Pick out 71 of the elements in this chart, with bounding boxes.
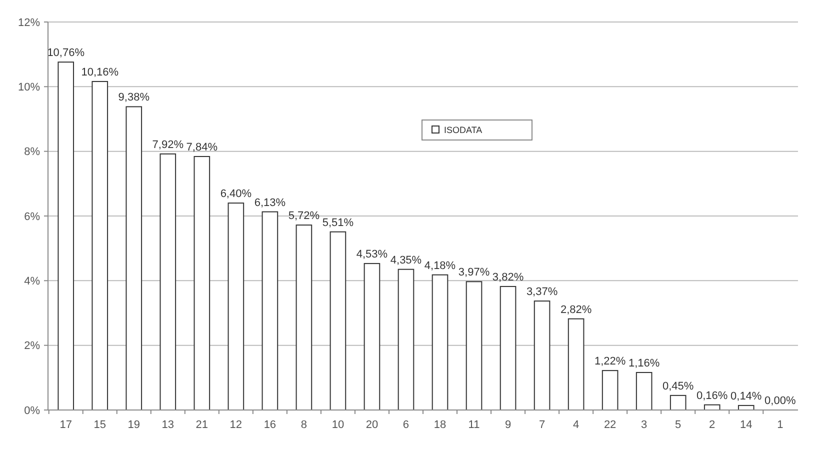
x-tick-label: 9 [504,419,512,431]
bar [670,394,686,410]
data-label: 10,16% [81,66,119,78]
y-tick-label: 8% [24,146,40,158]
x-tick-label: 15 [94,419,106,431]
data-label: 5,72% [288,210,320,222]
data-label: 6,13% [254,196,286,209]
x-tick-label: 8 [300,419,308,431]
x-tick-label: 10 [332,419,344,431]
data-label: 6,40% [220,188,252,200]
x-tick-label: 12 [230,419,242,431]
bar [398,268,414,410]
y-tick-label: 2% [24,340,40,352]
data-label: 0,45% [662,380,694,392]
x-tick-label: 21 [196,419,208,431]
data-label: 0,14% [730,390,762,402]
x-tick-label: 14 [740,419,752,431]
x-tick-label: 18 [434,419,446,431]
x-tick-label: 13 [162,419,174,431]
y-tick-label: 10% [18,82,40,94]
x-tick-label: 1 [777,419,784,431]
bar [602,370,618,410]
x-tick-label: 6 [402,419,410,431]
x-tick-label: 16 [264,419,276,431]
x-tick-label: 2 [709,419,716,431]
data-label: 5,51% [322,216,354,229]
bar [364,263,380,410]
data-label: 4,18% [424,260,456,272]
bar [92,80,108,410]
data-label: 4,35% [390,254,422,266]
data-label: 7,84% [186,142,218,154]
bar [500,286,516,410]
x-tick-label: 3 [641,419,648,431]
data-label: 2,82% [560,304,592,316]
data-label: 0,16% [696,390,728,402]
x-tick-label: 11 [468,419,480,431]
x-tick-label: 22 [604,419,616,431]
y-tick-label: 12% [18,16,40,29]
bar [58,62,74,410]
bar [296,224,312,410]
data-label: 1,22% [594,356,626,368]
bar [262,211,278,410]
bar [126,106,142,410]
y-tick-label: 6% [24,210,40,223]
data-label: 9,38% [118,92,150,104]
bar [330,231,346,410]
x-tick-label: 7 [538,419,546,431]
x-tick-label: 17 [60,419,72,431]
data-label: 3,97% [458,266,490,279]
bar [228,202,244,410]
data-label: 1,16% [628,357,660,370]
y-tick-label: 0% [24,404,40,417]
data-label: 3,82% [492,271,524,284]
data-label: 4,53% [356,248,388,261]
bar [432,274,448,410]
bar [466,281,482,410]
x-tick-label: 4 [573,419,580,431]
bar [534,300,550,410]
x-tick-label: 19 [128,419,140,431]
bar [194,156,210,410]
data-label: 10,76% [47,47,85,60]
data-label: 0,00% [764,395,796,407]
x-tick-label: 20 [366,419,378,431]
bar [568,318,584,410]
bar [636,372,652,410]
data-label: 7,92% [152,138,184,151]
y-tick-label: 4% [24,276,40,288]
legend-label: ISODATA [444,125,482,136]
data-label: 3,37% [526,286,558,298]
x-tick-label: 5 [675,419,682,431]
bar [160,153,176,410]
